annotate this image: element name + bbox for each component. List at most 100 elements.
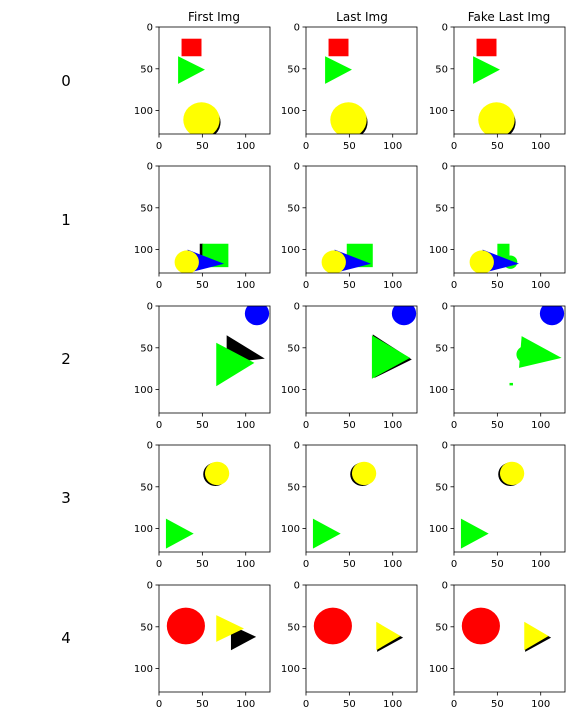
y-tick-label: 100 (429, 664, 448, 675)
x-tick-label: 50 (196, 559, 209, 570)
y-tick-label: 50 (140, 64, 153, 75)
green-triangle (473, 56, 500, 84)
x-tick-label: 50 (491, 699, 504, 710)
panel-shapes (313, 607, 404, 652)
red-circle (166, 607, 205, 645)
panel-shapes (166, 607, 257, 651)
panel-frame (305, 444, 418, 553)
panel-frame (453, 26, 566, 135)
yellow-circle (174, 250, 199, 273)
panel-row0-fake-last-img: 0 50 100 0 50 100 (429, 23, 566, 152)
panel-frame (305, 584, 418, 693)
x-tick-label: 100 (383, 699, 402, 710)
x-tick-label: 50 (343, 280, 356, 291)
panel-shapes (461, 607, 552, 652)
column-title-last-img: Last Img (336, 10, 388, 24)
panel-shapes (174, 243, 229, 273)
y-tick-label: 50 (140, 343, 153, 354)
x-tick-label: 100 (236, 141, 255, 152)
x-tick-label: 100 (383, 559, 402, 570)
y-tick-label: 50 (435, 343, 448, 354)
panel-frame (305, 165, 418, 274)
y-tick-label: 100 (429, 106, 448, 117)
y-tick-label: 50 (140, 622, 153, 633)
panel-shapes (371, 306, 417, 379)
y-tick-label: 100 (281, 106, 300, 117)
yellow-circle (499, 461, 525, 486)
y-tick-label: 0 (294, 581, 300, 592)
panel-shapes (325, 38, 368, 134)
y-tick-label: 50 (287, 64, 300, 75)
panel-shapes (312, 461, 377, 549)
panel-frame (158, 305, 271, 414)
x-tick-label: 0 (303, 699, 309, 710)
green-triangle (325, 56, 352, 84)
panels: 0 50 100 0 50 100 0 50 100 0 50 100 0 50 100 0 50 100 0 50 1… (134, 23, 566, 710)
blue-circle (539, 306, 565, 326)
y-tick-label: 0 (294, 162, 300, 173)
y-tick-label: 0 (147, 302, 153, 313)
row-label-1: 1 (61, 211, 71, 229)
panel-row1-first-img: 0 50 100 0 50 100 (134, 162, 271, 291)
yellow-circle (478, 102, 515, 134)
y-tick-label: 100 (281, 524, 300, 535)
red-square (328, 38, 349, 57)
y-tick-label: 100 (134, 106, 153, 117)
x-tick-label: 0 (156, 699, 162, 710)
panel-frame (158, 444, 271, 553)
panel-shapes (321, 243, 373, 273)
x-tick-label: 50 (491, 420, 504, 431)
x-tick-label: 100 (236, 559, 255, 570)
panel-frame (305, 305, 418, 414)
y-tick-label: 100 (134, 664, 153, 675)
panel-row1-fake-last-img: 0 50 100 0 50 100 (429, 162, 566, 291)
green-square (509, 382, 513, 386)
y-tick-label: 100 (429, 385, 448, 396)
yellow-circle (321, 250, 346, 273)
panel-row2-last-img: 0 50 100 0 50 100 (281, 302, 418, 431)
x-tick-label: 100 (383, 141, 402, 152)
green-circle (516, 346, 534, 363)
x-tick-label: 0 (451, 141, 457, 152)
y-tick-label: 100 (281, 385, 300, 396)
x-tick-label: 100 (236, 699, 255, 710)
panel-frame (453, 305, 566, 414)
panel-shapes (473, 38, 516, 134)
red-square (181, 38, 202, 57)
panel-frame (158, 165, 271, 274)
y-tick-label: 0 (442, 581, 448, 592)
x-tick-label: 0 (303, 559, 309, 570)
row-label-2: 2 (61, 350, 71, 368)
x-tick-label: 100 (531, 141, 550, 152)
y-tick-label: 0 (442, 162, 448, 173)
blue-circle (391, 306, 417, 326)
y-tick-label: 100 (134, 524, 153, 535)
panel-shapes (216, 306, 270, 387)
green-triangle (216, 342, 255, 387)
x-tick-label: 0 (303, 420, 309, 431)
panel-frame (158, 26, 271, 135)
x-tick-label: 50 (343, 141, 356, 152)
row-label-4: 4 (61, 629, 71, 647)
x-tick-label: 0 (156, 280, 162, 291)
panel-frame (453, 584, 566, 693)
x-tick-label: 50 (343, 699, 356, 710)
x-tick-label: 100 (531, 699, 550, 710)
x-tick-label: 100 (531, 420, 550, 431)
x-tick-label: 100 (236, 420, 255, 431)
y-tick-label: 50 (287, 482, 300, 493)
y-tick-label: 100 (281, 664, 300, 675)
y-tick-label: 50 (435, 482, 448, 493)
red-circle (461, 607, 500, 645)
y-tick-label: 0 (147, 441, 153, 452)
y-tick-label: 0 (294, 302, 300, 313)
x-tick-label: 0 (451, 559, 457, 570)
x-tick-label: 50 (196, 141, 209, 152)
panel-row1-last-img: 0 50 100 0 50 100 (281, 162, 418, 291)
y-tick-label: 0 (442, 23, 448, 34)
y-tick-label: 50 (287, 203, 300, 214)
y-tick-label: 50 (140, 482, 153, 493)
panel-shapes (460, 461, 525, 549)
y-tick-label: 50 (287, 622, 300, 633)
